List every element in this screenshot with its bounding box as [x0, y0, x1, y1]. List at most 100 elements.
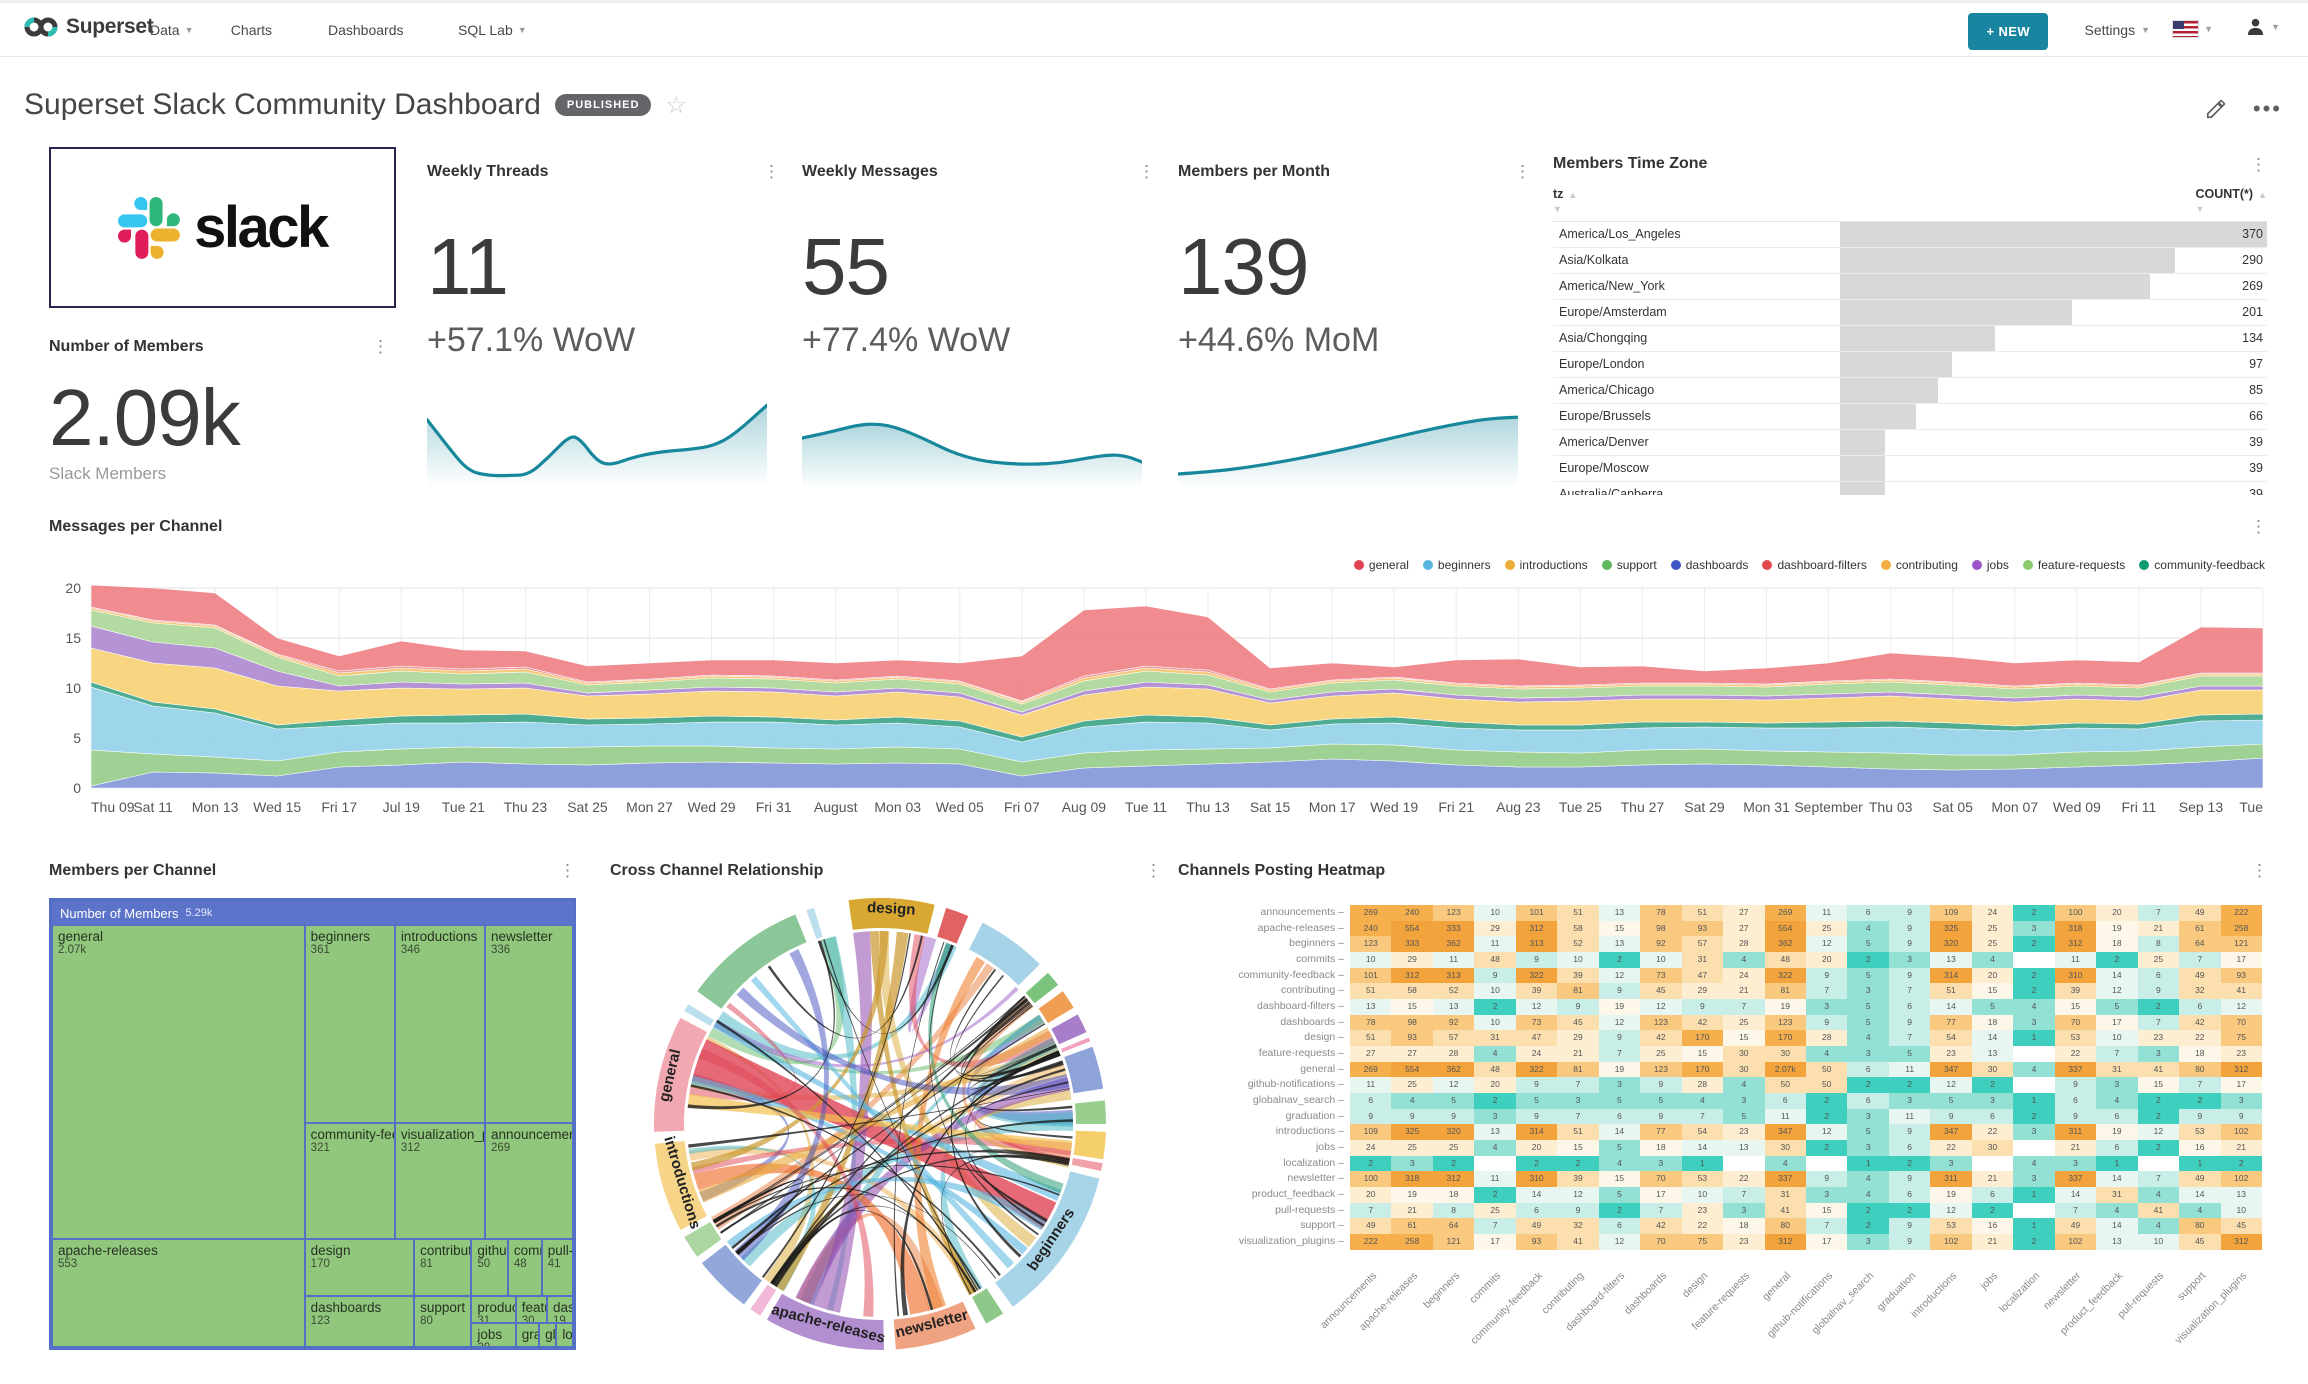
chord-segment[interactable] [684, 1004, 714, 1026]
kebab-menu-icon[interactable]: ⋮ [1138, 162, 1155, 181]
favorite-star-icon[interactable]: ☆ [665, 91, 687, 119]
treemap-cell-lo[interactable]: lo [556, 1322, 573, 1347]
legend-item-general[interactable]: general [1353, 558, 1409, 572]
kebab-menu-icon[interactable]: ⋮ [1514, 162, 1531, 181]
chord-segment[interactable] [1073, 1130, 1106, 1160]
treemap-cell-label: community-feed [310, 1127, 394, 1143]
chord-segment[interactable] [1038, 991, 1074, 1024]
treemap-cell-jobs[interactable]: jobs30 [471, 1322, 516, 1347]
heatmap-cell: 10 [2137, 1234, 2180, 1250]
chord-segment-newsletter[interactable] [893, 1301, 976, 1350]
treemap-cell-comm[interactable]: comm48 [507, 1239, 542, 1297]
chord-segment[interactable] [972, 1288, 1004, 1324]
heatmap-cell: 49 [1350, 1218, 1392, 1235]
chord-segment-general[interactable] [653, 1017, 707, 1132]
kebab-menu-icon[interactable]: ⋮ [372, 337, 389, 356]
nav-item-charts[interactable]: Charts [230, 22, 273, 38]
heatmap-cell: 2 [1805, 1108, 1848, 1125]
nav-item-sql-lab[interactable]: SQL Lab ▼ [458, 22, 527, 38]
legend-item-contributing[interactable]: contributing [1880, 558, 1958, 572]
heatmap-cell: 2 [1598, 1202, 1641, 1219]
chord-segment[interactable] [1025, 972, 1059, 1004]
treemap-cell-support[interactable]: support 80 [414, 1296, 472, 1347]
heatmap-cell: 21 [1557, 1046, 1599, 1062]
kebab-menu-icon[interactable]: ⋮ [763, 162, 780, 181]
treemap-cell-pull-[interactable]: pull- 41 [541, 1239, 573, 1297]
treemap-cell-community-feed[interactable]: community-feed321 [304, 1123, 395, 1240]
user-menu[interactable]: ▼ [2246, 17, 2280, 36]
language-selector[interactable]: ▼ [2172, 20, 2213, 38]
chord-segment[interactable] [701, 1244, 762, 1305]
legend-item-beginners[interactable]: beginners [1422, 558, 1491, 572]
superset-logo[interactable]: Superset [24, 15, 154, 39]
chord-segment[interactable] [806, 907, 823, 939]
treemap-cell-introductions[interactable]: introductions 346 [394, 925, 485, 1124]
chord-segment[interactable] [1061, 1037, 1091, 1053]
heatmap-cell: 17 [2220, 952, 2262, 968]
chord-segment[interactable] [969, 922, 1040, 986]
treemap-cell-contributi[interactable]: contributi 81 [414, 1239, 472, 1297]
heatmap-cell: 17 [1474, 1234, 1516, 1250]
treemap-cell-general[interactable]: general 2.07k [52, 925, 305, 1240]
column-header-tz[interactable]: tz ▲ ▼ [1553, 187, 1578, 214]
chord-segment[interactable] [697, 914, 807, 1009]
new-button[interactable]: + NEW [1968, 13, 2048, 50]
kebab-menu-icon[interactable]: ⋮ [2250, 155, 2267, 174]
more-actions-icon[interactable]: ••• [2252, 96, 2282, 121]
kebab-menu-icon[interactable]: ⋮ [2250, 517, 2267, 536]
treemap-cell-featu[interactable]: featu30 [515, 1296, 547, 1323]
heatmap-cell: 23 [2137, 1030, 2180, 1047]
tz-value: Europe/Moscow [1559, 461, 1649, 475]
legend-item-feature-requests[interactable]: feature-requests [2022, 558, 2125, 572]
legend-item-dashboards[interactable]: dashboards [1670, 558, 1748, 572]
treemap-cell-dashboards[interactable]: dashboards 123 [304, 1296, 415, 1347]
heatmap-cell: 61 [1391, 1218, 1433, 1235]
svg-text:0: 0 [73, 780, 81, 796]
chord-segment[interactable] [750, 1284, 777, 1316]
chord-segment-introductions[interactable] [654, 1141, 707, 1231]
chord-segment[interactable] [1071, 1158, 1103, 1171]
kebab-menu-icon[interactable]: ⋮ [2251, 861, 2268, 880]
treemap-cell-product[interactable]: product31 [471, 1296, 516, 1323]
chord-segment[interactable] [684, 1222, 722, 1257]
chord-segment-apache-releases[interactable] [767, 1293, 884, 1351]
treemap-cell-gl[interactable]: gl [539, 1322, 557, 1347]
treemap-cell-newsletter[interactable]: newsletter 336 [484, 925, 573, 1124]
heatmap-row-label: feature-requests – [1258, 1047, 1344, 1060]
heatmap-row-label: general – [1300, 1062, 1344, 1075]
nav-item-data[interactable]: Data ▼ [150, 22, 194, 38]
legend-item-support[interactable]: support [1601, 558, 1657, 572]
kebab-menu-icon[interactable]: ⋮ [559, 861, 576, 880]
chord-segment-design[interactable] [848, 897, 935, 934]
treemap-cell-beginners[interactable]: beginners 361 [304, 925, 395, 1124]
treemap-cell-apache-releases[interactable]: apache-releases 553 [52, 1239, 305, 1347]
legend-item-introductions[interactable]: introductions [1504, 558, 1588, 572]
legend-item-community-feedback[interactable]: community-feedback [2139, 558, 2265, 572]
slack-logo-card[interactable]: slack [49, 147, 396, 308]
edit-pencil-icon[interactable] [2205, 98, 2227, 120]
nav-item-dashboards[interactable]: Dashboards [328, 22, 404, 38]
kebab-menu-icon[interactable]: ⋮ [1145, 861, 1162, 880]
treemap-cell-grad[interactable]: grad [515, 1322, 540, 1347]
heatmap-cell: 4 [1681, 1093, 1724, 1109]
chord-segment[interactable] [1074, 1100, 1107, 1124]
heatmap-row-label: commits – [1296, 953, 1344, 966]
heatmap-cell: 30 [1764, 1140, 1806, 1156]
treemap-cell-github[interactable]: github50 [471, 1239, 508, 1297]
settings-menu[interactable]: Settings ▼ [2084, 22, 2150, 38]
treemap-cell-das[interactable]: das 19 [546, 1296, 573, 1323]
chord-segment[interactable] [1051, 1014, 1087, 1045]
column-header-count[interactable]: COUNT(*) ▲ ▼ [2195, 187, 2267, 214]
heatmap-row-label: dashboards – [1280, 1015, 1344, 1028]
chord-segment-beginners[interactable] [995, 1171, 1100, 1307]
treemap-cell-design[interactable]: design 170 [304, 1239, 415, 1297]
legend-item-jobs[interactable]: jobs [1971, 558, 2009, 572]
chord-segment[interactable] [937, 907, 969, 944]
svg-text:Aug 09: Aug 09 [1062, 799, 1107, 815]
treemap-cell-announcemen[interactable]: announcemen 269 [484, 1123, 573, 1240]
chord-segment[interactable] [1064, 1046, 1104, 1094]
treemap-cell-visualization_plu[interactable]: visualization_plu312 [394, 1123, 485, 1240]
legend-item-dashboard-filters[interactable]: dashboard-filters [1762, 558, 1867, 572]
treemap-root-header[interactable]: Number of Members 5.29k [60, 905, 213, 921]
heatmap-cell: 2 [1515, 1155, 1558, 1172]
